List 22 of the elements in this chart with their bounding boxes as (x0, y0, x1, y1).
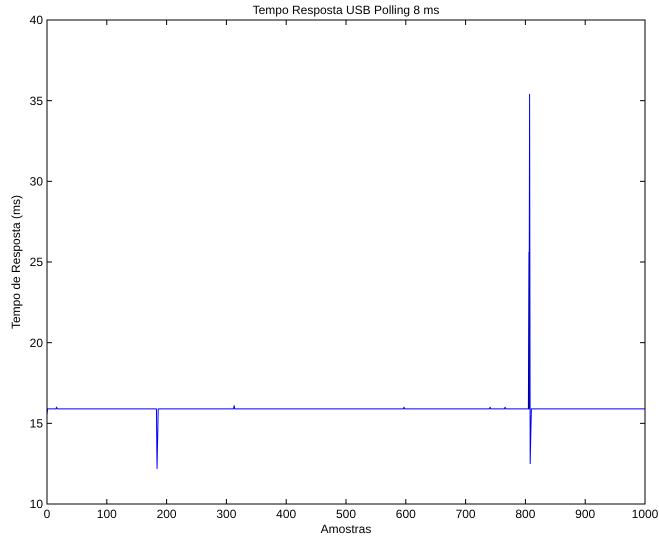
y-tick-label: 25 (30, 255, 44, 270)
x-axis-title: Amostras (320, 522, 372, 536)
chart-title: Tempo Resposta USB Polling 8 ms (252, 3, 440, 17)
line-series (47, 94, 645, 470)
y-tick-label: 35 (30, 94, 44, 108)
x-tick-label: 600 (396, 507, 416, 521)
x-tick-label: 100 (96, 507, 118, 521)
x-tick-label: 0 (44, 507, 51, 521)
x-tick-label: 300 (216, 507, 237, 521)
x-tick-label: 800 (515, 507, 536, 521)
x-tick-label: 700 (456, 507, 476, 521)
x-tick-label: 900 (575, 507, 596, 521)
y-tick-label: 10 (30, 497, 44, 512)
y-tick-label: 30 (30, 174, 44, 189)
y-axis-title: Tempo de Resposta (ms) (9, 194, 23, 330)
x-tick-label: 200 (156, 507, 177, 521)
y-tick-label: 40 (30, 13, 44, 28)
y-tick-label: 15 (30, 416, 44, 431)
x-tick-label: 1000 (632, 507, 659, 521)
x-tick-label: 500 (336, 507, 356, 521)
x-tick-label: 400 (276, 507, 297, 521)
y-tick-label: 20 (30, 336, 44, 350)
